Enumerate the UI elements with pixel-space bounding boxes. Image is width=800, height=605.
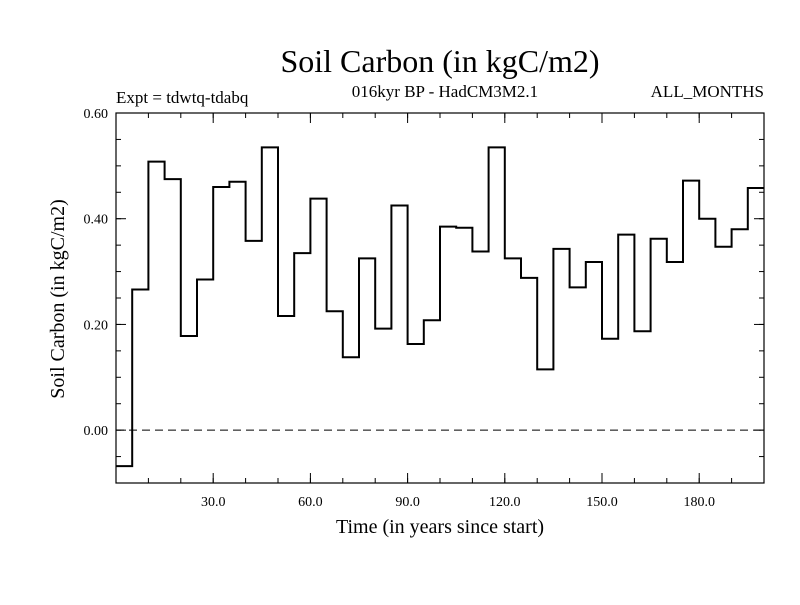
y-tick-label: 0.20 — [84, 318, 109, 333]
ticks-layer: 30.0 60.0 90.0 120.0 150.0 180.0 0.00 0.20 0.40 0… — [84, 107, 764, 510]
chart-subtitle: 016kyr BP - HadCM3M2.1 — [352, 82, 538, 101]
months-label: ALL_MONTHS — [651, 82, 764, 101]
x-tick-label: 90.0 — [395, 495, 420, 510]
y-tick-label: 0.60 — [84, 107, 109, 122]
x-tick-label: 30.0 — [201, 495, 226, 510]
experiment-label: Expt = tdwtq-tdabq — [116, 88, 249, 107]
y-tick-label: 0.40 — [84, 213, 109, 228]
y-tick-label: 0.00 — [84, 424, 109, 439]
x-tick-label: 150.0 — [586, 495, 618, 510]
x-axis-label: Time (in years since start) — [336, 516, 544, 538]
chart-title: Soil Carbon (in kgC/m2) — [280, 43, 599, 79]
y-axis-label: Soil Carbon (in kgC/m2) — [47, 199, 69, 398]
series-line — [116, 146, 764, 468]
x-tick-label: 60.0 — [298, 495, 323, 510]
plot-frame — [115, 112, 765, 484]
series-layer — [116, 146, 764, 468]
x-tick-label: 120.0 — [489, 495, 521, 510]
x-tick-label: 180.0 — [683, 495, 715, 510]
